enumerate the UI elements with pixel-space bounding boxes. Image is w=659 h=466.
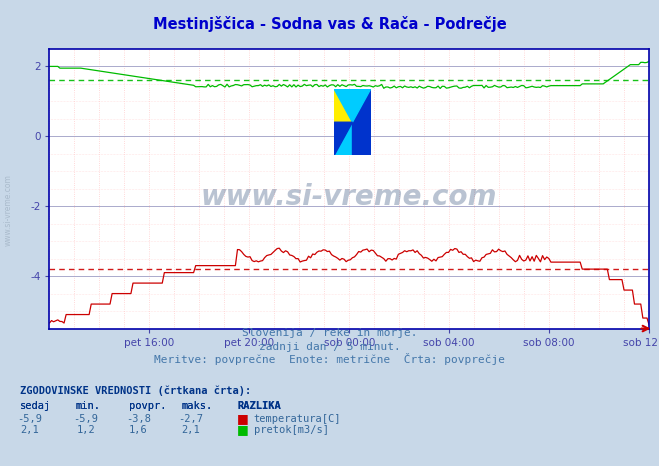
Bar: [353, 122, 370, 155]
Polygon shape: [353, 89, 370, 122]
Text: maks.: maks.: [181, 401, 212, 411]
Text: -5,9: -5,9: [73, 414, 98, 424]
Text: Slovenija / reke in morje.: Slovenija / reke in morje.: [242, 329, 417, 338]
Text: RAZLIKA: RAZLIKA: [237, 401, 281, 411]
Text: temperatura[C]: temperatura[C]: [254, 414, 341, 424]
Text: min.: min.: [76, 401, 101, 411]
Text: povpr.: povpr.: [129, 401, 166, 411]
Text: povpr.: povpr.: [129, 401, 166, 411]
Text: -2,7: -2,7: [179, 414, 204, 424]
Polygon shape: [334, 122, 353, 155]
Text: pretok[m3/s]: pretok[m3/s]: [254, 425, 329, 435]
Text: min.: min.: [76, 401, 101, 411]
Text: Mestinjščica - Sodna vas & Rača - Podrečje: Mestinjščica - Sodna vas & Rača - Podreč…: [153, 16, 506, 32]
Text: sedaj: sedaj: [20, 401, 51, 411]
Text: Meritve: povprečne  Enote: metrične  Črta: povprečje: Meritve: povprečne Enote: metrične Črta:…: [154, 353, 505, 364]
Bar: [334, 122, 353, 155]
Text: ZGODOVINSKE VREDNOSTI (črtkana črta):: ZGODOVINSKE VREDNOSTI (črtkana črta):: [20, 385, 251, 396]
Bar: [334, 89, 353, 122]
Text: -3,8: -3,8: [126, 414, 151, 424]
Text: 1,2: 1,2: [76, 425, 95, 435]
Polygon shape: [334, 89, 353, 122]
Text: -5,9: -5,9: [17, 414, 42, 424]
Text: RAZLIKA: RAZLIKA: [237, 401, 281, 411]
Polygon shape: [334, 89, 370, 122]
Text: ■: ■: [237, 424, 249, 436]
Text: maks.: maks.: [181, 401, 212, 411]
Text: 2,1: 2,1: [182, 425, 200, 435]
Text: zadnji dan / 5 minut.: zadnji dan / 5 minut.: [258, 342, 401, 351]
Text: www.si-vreme.com: www.si-vreme.com: [3, 174, 13, 246]
Text: 2,1: 2,1: [20, 425, 39, 435]
Bar: [353, 89, 370, 122]
Text: ■: ■: [237, 412, 249, 425]
Text: www.si-vreme.com: www.si-vreme.com: [201, 183, 498, 211]
Text: 1,6: 1,6: [129, 425, 148, 435]
Text: sedaj: sedaj: [20, 401, 51, 411]
